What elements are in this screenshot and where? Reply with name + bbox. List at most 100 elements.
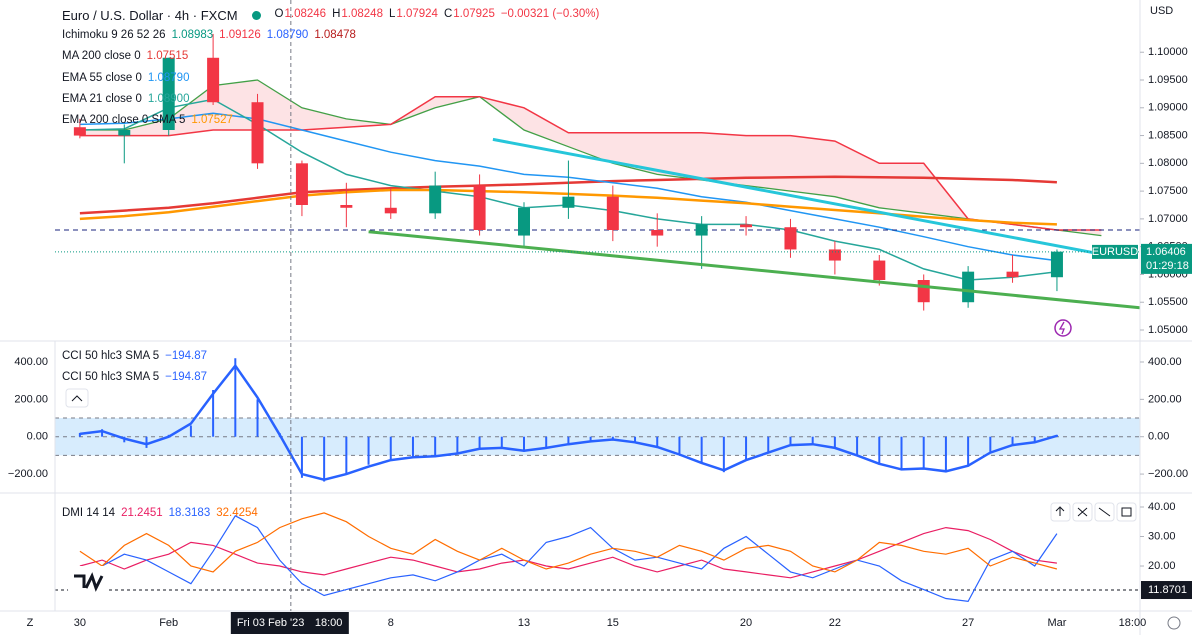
indicator-value: 1.07515	[146, 50, 189, 63]
x-tick-label: 18:00	[1119, 617, 1147, 629]
y-tick-label: 1.10000	[1148, 46, 1188, 58]
button-icons	[1055, 506, 1132, 517]
dmi-pane	[55, 512, 1140, 603]
indicator-value: 18.3183	[168, 507, 211, 519]
candle-body	[917, 280, 930, 303]
ohlc-key: O	[274, 8, 284, 20]
indicator-name[interactable]: CCI 50 hlc3 SMA 5	[62, 350, 160, 362]
countdown: 01:29:18	[1146, 260, 1189, 272]
crosshair-date: Fri 03 Feb '23	[237, 617, 305, 629]
currency[interactable]: USD	[1150, 5, 1173, 17]
trend-line	[492, 137, 1098, 255]
y-tick-label-left: 200.00	[14, 393, 48, 405]
candle-body	[740, 224, 753, 228]
indicator-value: −194.87	[165, 371, 208, 383]
candle-body	[606, 196, 619, 230]
candle-body	[73, 127, 86, 136]
status-dot	[251, 11, 261, 20]
indicator-value: 1.08900	[147, 92, 190, 105]
candle-body	[562, 196, 575, 208]
indicator-name[interactable]: CCI 50 hlc3 SMA 5	[62, 371, 160, 383]
ohlc-value: 1.08246	[284, 8, 327, 20]
y-tick-label: 0.00	[1148, 431, 1169, 443]
cci-line	[79, 363, 1058, 481]
indicator-value: 1.08478	[314, 29, 356, 41]
candle-body	[295, 163, 308, 205]
candle-body	[118, 130, 131, 136]
y-tick-label-left: 400.00	[14, 356, 48, 368]
candle-body	[384, 207, 397, 214]
indicator-value: 32.4254	[216, 507, 258, 519]
indicator-name[interactable]: MA 200 close 0	[62, 50, 141, 63]
y-tick-label-left: −200.00	[8, 468, 48, 480]
x-tick-label: 30	[74, 617, 86, 629]
y-tick-label: 1.05500	[1148, 296, 1188, 308]
indicator-value: 1.07527	[191, 114, 233, 127]
candle-body	[651, 230, 664, 236]
y-tick-label: 1.08000	[1148, 157, 1188, 169]
y-tick-label: 20.00	[1148, 560, 1176, 572]
indicator-name[interactable]: EMA 55 close 0	[62, 71, 142, 84]
y-tick-label: 40.00	[1148, 501, 1176, 513]
indicator-value: 21.2451	[121, 507, 163, 519]
y-tick-label: 400.00	[1148, 356, 1182, 368]
collapse-button[interactable]	[65, 388, 89, 408]
x-tick-label: Mar	[1047, 617, 1066, 629]
dmi-line	[79, 512, 1058, 573]
ichimoku-span-a	[79, 95, 1102, 231]
candle-body	[873, 260, 886, 280]
x-tick-label: 8	[388, 617, 394, 629]
x-tick-label: 20	[740, 617, 752, 629]
ohlc-key: L	[388, 8, 396, 20]
candle-body	[1050, 251, 1063, 278]
ohlc-key: H	[332, 8, 341, 20]
ohlc-value: 1.07925	[453, 8, 495, 20]
x-tick-label: Feb	[159, 617, 178, 629]
zoom-button[interactable]: Z	[27, 617, 34, 629]
candle-body	[251, 102, 264, 164]
indicator-legend: EMA 21 close 0 1.08900	[62, 93, 189, 105]
dmi-legend: DMI 14 14 21.2451 18.3183 32.4254	[62, 507, 258, 519]
event-icon-bolt	[1058, 321, 1065, 335]
y-tick-label-left: 0.00	[27, 431, 48, 443]
candle-body	[207, 57, 220, 103]
logo[interactable]	[68, 566, 108, 594]
price-change: −0.00321 (−0.30%)	[500, 8, 600, 20]
indicator-name[interactable]: EMA 21 close 0	[62, 92, 142, 105]
ohlc-key: C	[443, 8, 453, 20]
y-tick-label: 1.05000	[1148, 324, 1188, 336]
crosshair-label-bg	[230, 612, 349, 634]
event-icon[interactable]	[1054, 319, 1072, 337]
symbol-badge: EURUSD	[1092, 246, 1139, 258]
symbol-title[interactable]: Euro / U.S. Dollar · 4h · FXCM	[62, 8, 238, 23]
ichimoku-cloud	[79, 80, 1102, 236]
x-tick-label: 15	[607, 617, 619, 629]
x-tick-label: 13	[518, 617, 530, 629]
x-tick-label: 27	[962, 617, 974, 629]
collapse-icon	[71, 395, 83, 402]
cci-legend: CCI 50 hlc3 SMA 5 −194.87	[62, 371, 207, 383]
logo-mark	[74, 572, 104, 592]
dmi-line	[79, 515, 1058, 603]
crosshair-time: 18:00	[315, 617, 343, 629]
indicator-value: 1.08983	[171, 29, 214, 41]
cci-legend: CCI 50 hlc3 SMA 5 −194.87	[62, 350, 207, 362]
candle-body	[517, 207, 530, 236]
y-tick-label: 30.00	[1148, 530, 1176, 542]
symbol-badge-bg	[1092, 244, 1138, 259]
indicator-name[interactable]: Ichimoku 9 26 52 26	[62, 29, 166, 41]
ohlc-value: 1.07924	[396, 8, 438, 20]
candle-body	[1006, 271, 1019, 278]
settings-button[interactable]	[1167, 616, 1181, 630]
indicator-value: 1.08790	[147, 71, 190, 84]
y-tick-label: 1.07500	[1148, 185, 1188, 197]
indicator-name[interactable]: DMI 14 14	[62, 507, 116, 519]
candle-body	[162, 57, 175, 130]
candle-body	[784, 227, 797, 250]
level-label-bg	[1141, 581, 1192, 600]
restore-button[interactable]	[1116, 502, 1137, 522]
indicator-name[interactable]: EMA 200 close 0 SMA 5	[62, 114, 186, 127]
candle-body	[828, 249, 841, 261]
